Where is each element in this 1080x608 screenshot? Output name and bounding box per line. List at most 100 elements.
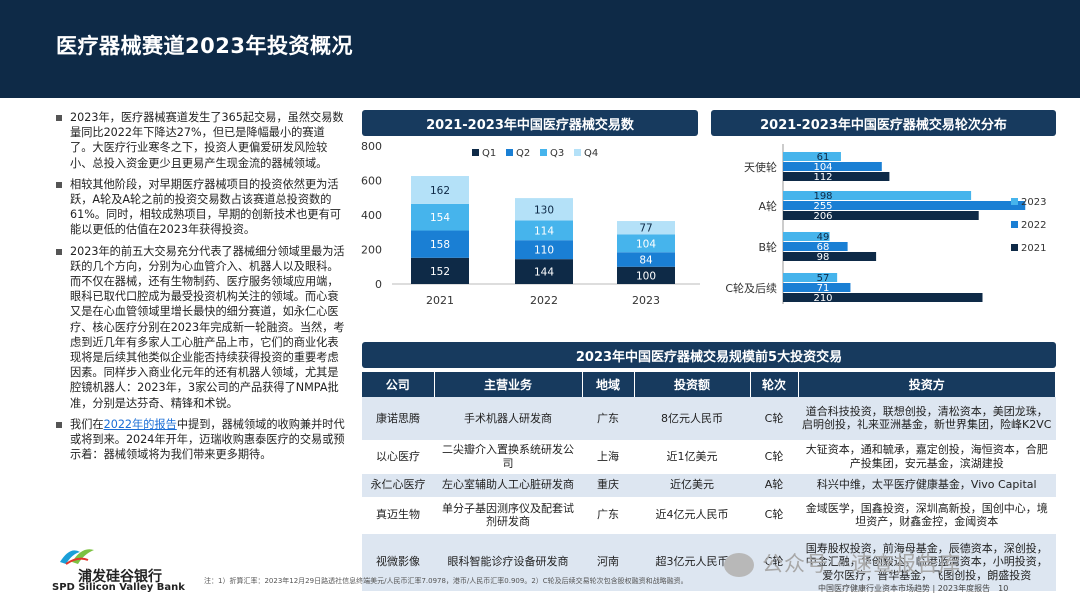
watermark: 公众号 · 速查报告库 — [724, 548, 961, 578]
bar-segment — [515, 198, 573, 221]
bar-segment — [411, 203, 469, 231]
watermark-text: 公众号 · 速查报告库 — [762, 552, 962, 576]
data-label: 255 — [813, 201, 832, 212]
legend-swatch — [1011, 221, 1018, 228]
bullet-text-pre: 我们在 — [70, 417, 104, 431]
page-number: 10 — [998, 584, 1009, 593]
bullet-item: 我们在2022年的报告中提到，器械领域的收购兼并时代或将到来。2024年开年，迈… — [56, 417, 346, 463]
data-label: 77 — [639, 223, 652, 235]
data-label: 114 — [534, 225, 554, 237]
table-row: 康诺思腾 手术机器人研发商 广东 8亿元人民币 C轮 道合科技投资，联想创投，清… — [362, 397, 1056, 441]
round-chart-title: 2021-2023年中国医疗器械交易轮次分布 — [711, 110, 1056, 136]
round-bar-chart: 天使轮61104112A轮198255206B轮496898C轮及后续57712… — [725, 144, 1046, 304]
cell-region: 河南 — [582, 533, 634, 592]
table-header-row: 公司 主营业务 地域 投资额 轮次 投资方 — [362, 372, 1056, 397]
page-title: 医疗器械赛道2023年投资概况 — [56, 34, 353, 58]
bar — [783, 232, 830, 241]
data-label: 71 — [817, 283, 830, 294]
bar-segment — [617, 221, 675, 235]
cell-investors: 国寿股权投资，前海母基金，辰德资本，深创投，中金汇融，华创毅达，临港蓝湾资本，小… — [798, 533, 1056, 592]
bar — [783, 172, 890, 181]
bullet-text: 2023年的前五大交易充分代表了器械细分领域里最为活跃的几个方向，分别为心血管介… — [70, 244, 345, 410]
bar-segment — [411, 257, 469, 284]
cell-round: C轮 — [750, 397, 798, 441]
data-label: 152 — [430, 266, 450, 278]
col-company: 公司 — [362, 372, 435, 397]
bar — [783, 162, 882, 171]
data-label: 206 — [813, 211, 832, 222]
footer-text: 中国医疗健康行业资本市场趋势 | 2023年度报告 — [818, 584, 991, 593]
legend-label: Q2 — [516, 148, 530, 159]
table-row: 以心医疗 二尖瓣介入置换系统研发公司 上海 近1亿美元 C轮 大钲资本，通和毓承… — [362, 440, 1056, 474]
cell-region: 广东 — [582, 497, 634, 534]
legend-swatch — [472, 149, 479, 156]
bullet-text: 2023年，医疗器械赛道发生了365起交易，虽然交易数量同比2022年下降达27… — [70, 111, 344, 170]
cell-company: 视微影像 — [362, 533, 434, 592]
category-label: A轮 — [758, 199, 777, 213]
data-label: 154 — [430, 212, 450, 224]
bullet-item: 2023年，医疗器械赛道发生了365起交易，虽然交易数量同比2022年下降达27… — [56, 110, 346, 171]
cell-round: C轮 — [750, 497, 798, 534]
data-label: 84 — [639, 255, 653, 267]
wechat-icon — [724, 553, 754, 577]
category-label: B轮 — [758, 240, 777, 254]
footnote: 注：1）折算汇率：2023年12月29日路透社信息终端美元/人民币汇率7.097… — [204, 577, 688, 585]
report-link[interactable]: 2022年的报告 — [103, 417, 177, 431]
legend-label: Q1 — [482, 148, 496, 159]
bar — [783, 273, 838, 282]
col-round: 轮次 — [750, 372, 799, 397]
data-label: 68 — [817, 242, 830, 253]
col-amount: 投资额 — [634, 372, 751, 397]
data-label: 98 — [817, 252, 830, 263]
bank-name-en: SPD Silicon Valley Bank — [52, 582, 185, 593]
deals-table: 公司 主营业务 地域 投资额 轮次 投资方 康诺思腾 手术机器人研发商 广东 8… — [362, 372, 1056, 592]
top-deals-table: 2023年中国医疗器械交易规模前5大投资交易 公司 主营业务 地域 投资额 轮次… — [362, 342, 1056, 592]
bar-segment — [617, 234, 675, 253]
category-label: C轮及后续 — [725, 281, 777, 295]
category-label: 天使轮 — [744, 160, 777, 174]
cell-round: C轮 — [750, 440, 798, 474]
bar-segment — [411, 176, 469, 204]
cell-round: A轮 — [750, 473, 798, 498]
cell-business: 二尖瓣介入置换系统研发公司 — [434, 440, 582, 474]
cell-amount: 近1亿美元 — [634, 440, 750, 474]
bar-segment — [515, 259, 573, 284]
bullet-list: 2023年，医疗器械赛道发生了365起交易，虽然交易数量同比2022年下降达27… — [56, 110, 346, 468]
legend-swatch — [1011, 198, 1018, 205]
col-investors: 投资方 — [798, 372, 1056, 397]
bar — [783, 201, 1026, 210]
page-header: 医疗器械赛道2023年投资概况 — [0, 0, 1080, 98]
footer: 中国医疗健康行业资本市场趋势 | 2023年度报告 10 — [818, 583, 1008, 594]
bullet-item: 2023年的前五大交易充分代表了器械细分领域里最为活跃的几个方向，分别为心血管介… — [56, 244, 346, 411]
x-tick-label: 2023 — [632, 294, 660, 307]
bar — [783, 211, 979, 220]
data-label: 104 — [636, 238, 656, 250]
cell-amount: 近4亿元人民币 — [634, 497, 750, 534]
cell-amount: 近亿美元 — [634, 473, 750, 498]
cell-business: 左心室辅助人工心脏研发商 — [434, 473, 582, 498]
y-tick-label: 200 — [361, 244, 382, 257]
x-tick-label: 2022 — [530, 294, 558, 307]
cell-investors: 大钲资本，通和毓承，嘉定创投，海恒资本，合肥产投集团，安元基金，滨湖建投 — [798, 440, 1056, 474]
bar — [783, 191, 972, 200]
cell-company: 永仁心医疗 — [362, 473, 434, 498]
bar-segment — [617, 252, 675, 267]
bar-segment — [515, 220, 573, 241]
cell-business: 手术机器人研发商 — [434, 397, 582, 441]
data-label: 158 — [430, 239, 450, 251]
cell-company: 康诺思腾 — [362, 397, 434, 441]
legend-label: 2022 — [1021, 220, 1046, 231]
data-label: 144 — [534, 267, 554, 279]
bank-name-cn: 浦发硅谷银行 — [78, 569, 162, 585]
bar — [783, 252, 877, 261]
legend-swatch — [506, 149, 513, 156]
table-title: 2023年中国医疗器械交易规模前5大投资交易 — [362, 342, 1056, 368]
legend-label: Q4 — [584, 148, 598, 159]
data-label: 130 — [534, 204, 554, 216]
legend-swatch — [1011, 244, 1018, 251]
cell-amount: 8亿元人民币 — [634, 397, 750, 441]
bar — [783, 293, 983, 302]
bar-segment — [411, 230, 469, 258]
stacked-bar-chart: 0 200 400 600 800 Q1 Q2 Q3 Q4 152 158 154 162 2021 144… — [361, 140, 700, 307]
table-row: 永仁心医疗 左心室辅助人工心脏研发商 重庆 近亿美元 A轮 科兴中维，太平医疗健… — [362, 473, 1056, 498]
